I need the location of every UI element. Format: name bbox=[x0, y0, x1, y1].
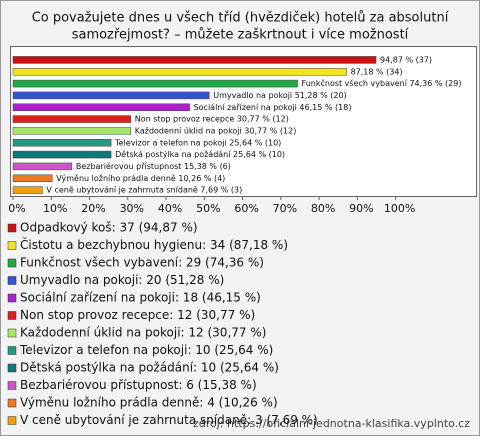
legend-swatch bbox=[7, 223, 17, 233]
bar bbox=[12, 162, 73, 171]
legend-label: Odpadkový koš: 37 (94,87 %) bbox=[20, 221, 198, 235]
bar bbox=[12, 186, 43, 194]
x-tick-label: 60% bbox=[234, 202, 258, 215]
x-tick-label: 10% bbox=[43, 202, 67, 215]
legend-swatch bbox=[7, 293, 17, 303]
bar bbox=[12, 115, 131, 123]
legend-label: Televizor a telefon na pokoji: 10 (25,64… bbox=[19, 343, 273, 357]
bar-label: Dětská postýlka na požádání 25,64 % (10) bbox=[115, 150, 285, 159]
chart-title: Co považujete dnes u všech tříd (hvězdič… bbox=[32, 11, 449, 26]
x-tick-label: 20% bbox=[81, 202, 105, 215]
legend-swatch bbox=[7, 398, 17, 408]
x-tick-label: 100% bbox=[384, 202, 415, 215]
legend-swatch bbox=[7, 276, 17, 285]
legend-swatch bbox=[7, 363, 17, 373]
legend-label: Non stop provoz recepce: 12 (30,77 %) bbox=[20, 308, 255, 322]
legend-label: Dětská postýlka na požádání: 10 (25,64 %… bbox=[20, 361, 279, 375]
legend-label: V ceně ubytování je zahrnuta snídaně: 3 … bbox=[20, 413, 318, 427]
legend-swatch bbox=[7, 311, 17, 320]
bar-label: V ceně ubytování je zahrnuta snídaně 7,6… bbox=[46, 186, 242, 195]
bar bbox=[12, 56, 377, 64]
bar bbox=[12, 127, 131, 135]
chart-title: samozřejmost? – můžete zaškrtnout i více… bbox=[72, 28, 409, 43]
x-tick-label: 30% bbox=[120, 202, 144, 215]
x-tick-label: 0% bbox=[8, 202, 25, 215]
legend-swatch bbox=[7, 258, 17, 268]
legend-swatch bbox=[7, 241, 17, 250]
bar-label: 94,87 % (37) bbox=[380, 55, 432, 64]
bar bbox=[12, 174, 53, 182]
bar bbox=[12, 79, 298, 88]
bar-label: Sociální zařízení na pokoji 46,15 % (18) bbox=[194, 103, 352, 112]
legend-swatch bbox=[7, 416, 17, 425]
bar-label: Každodenní úklid na pokoji 30,77 % (12) bbox=[135, 126, 297, 135]
x-tick-label: 70% bbox=[273, 202, 297, 215]
bar-label: Funkčnost všech vybavení 74,36 % (29) bbox=[302, 78, 462, 88]
legend-label: Čistotu a bezchybnou hygienu: 34 (87,18 … bbox=[20, 237, 288, 252]
bar bbox=[12, 103, 190, 111]
bar bbox=[12, 139, 112, 147]
legend-label: Sociální zařízení na pokoji: 18 (46,15 %… bbox=[20, 291, 261, 305]
x-tick-label: 90% bbox=[349, 202, 373, 215]
legend-label: Funkčnost všech vybavení: 29 (74,36 %) bbox=[20, 256, 264, 270]
bar-label: Bezbariérovou přístupnost 15,38 % (6) bbox=[76, 161, 231, 171]
bar-label: Umyvadlo na pokoji 51,28 % (20) bbox=[213, 91, 346, 100]
bar-label: Výměnu ložního prádla denně 10,26 % (4) bbox=[56, 174, 225, 183]
bar bbox=[12, 150, 112, 159]
legend-swatch bbox=[7, 381, 17, 390]
x-tick-label: 80% bbox=[311, 202, 335, 215]
bar-label: 87,18 % (34) bbox=[351, 67, 403, 76]
legend-label: Umyvadlo na pokoji: 20 (51,28 %) bbox=[20, 273, 224, 287]
x-tick-label: 50% bbox=[196, 202, 220, 215]
bar-label: Televizor a telefon na pokoji 25,64 % (1… bbox=[114, 138, 281, 147]
legend-label: Každodenní úklid na pokoji: 12 (30,77 %) bbox=[20, 326, 266, 340]
source: zdroj: https://oficialni-jednotna-klasif… bbox=[193, 417, 470, 430]
legend-label: Výměnu ložního prádla denně: 4 (10,26 %) bbox=[20, 396, 278, 410]
x-tick-label: 40% bbox=[158, 202, 182, 215]
bar bbox=[12, 68, 347, 76]
legend-swatch bbox=[7, 328, 17, 338]
legend-label: Bezbariérovou přístupnost: 6 (15,38 %) bbox=[20, 378, 257, 392]
legend-swatch bbox=[7, 346, 17, 355]
bar-label: Non stop provoz recepce 30,77 % (12) bbox=[135, 115, 289, 124]
bar bbox=[12, 91, 210, 100]
